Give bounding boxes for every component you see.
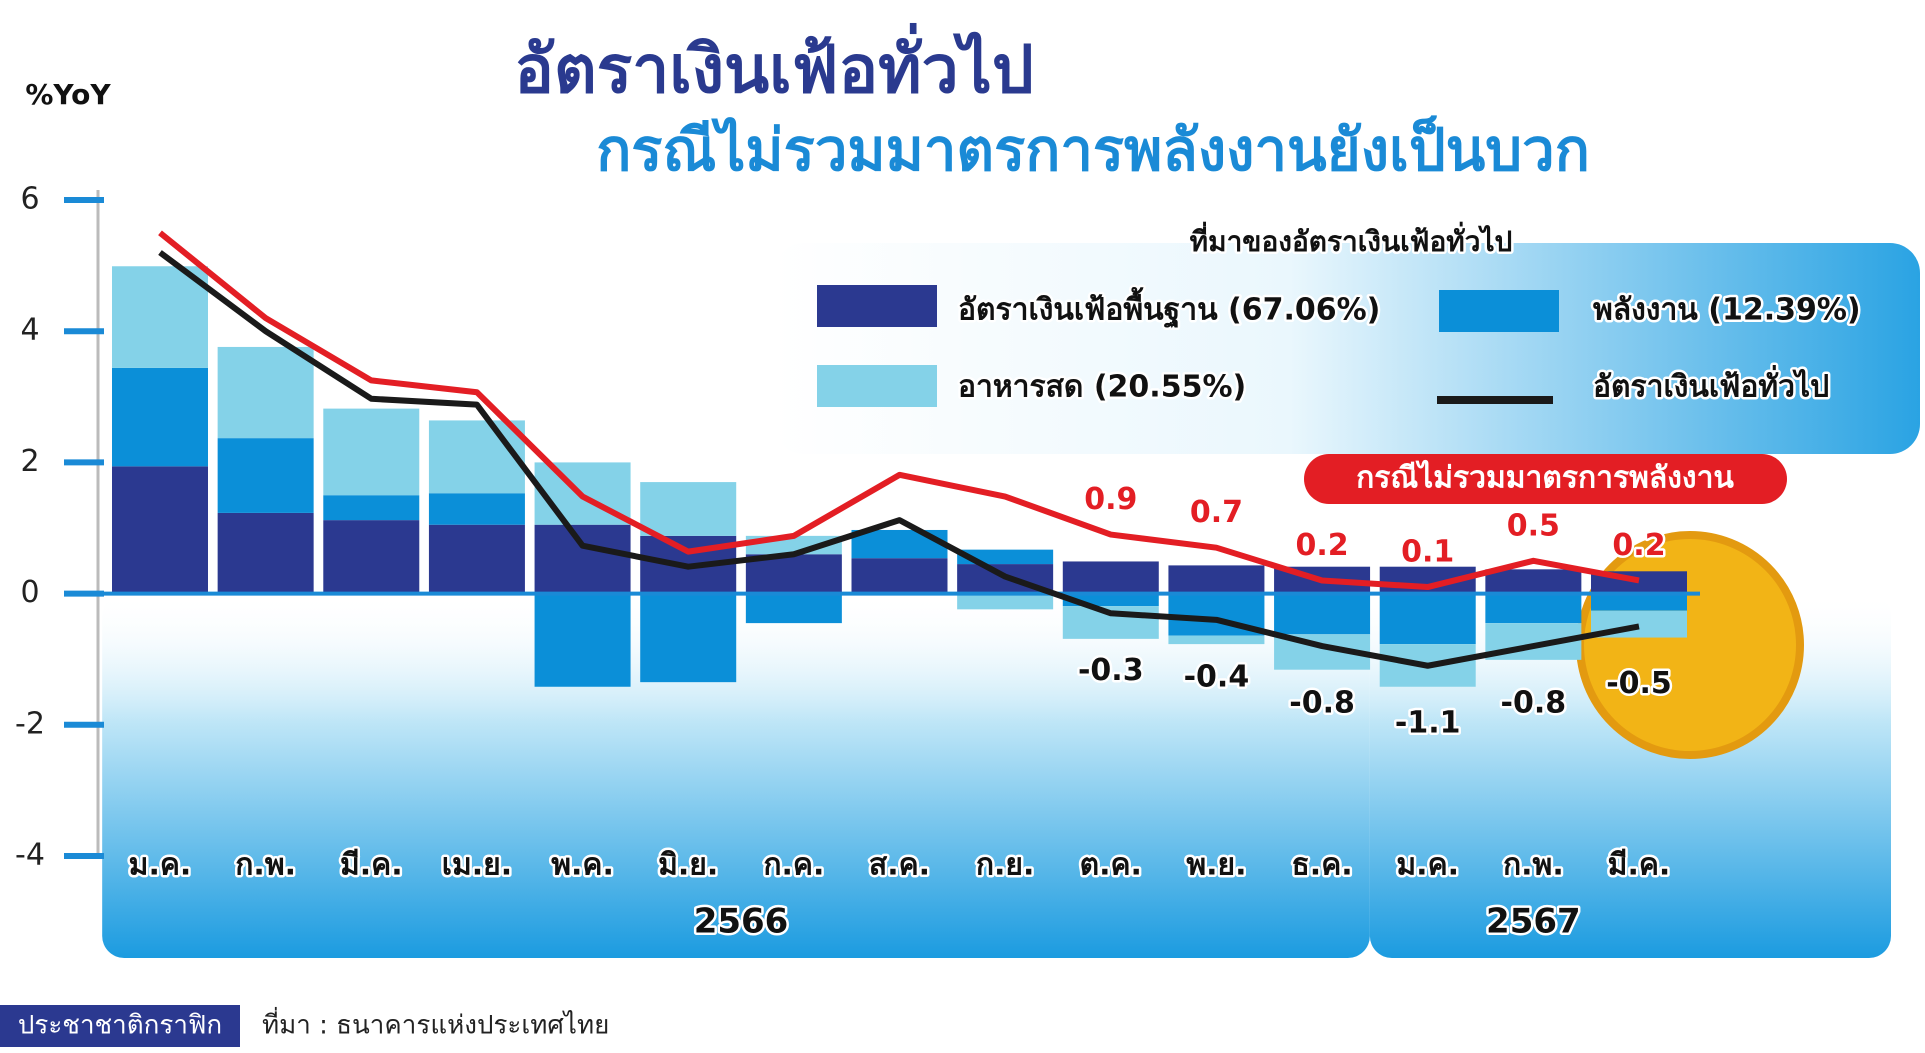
bar-segment — [851, 529, 948, 559]
legend-pill — [1304, 454, 1787, 504]
bar-segment — [217, 346, 314, 439]
brand: ประชาชาติกราฟิก — [18, 1011, 222, 1041]
bar-segment — [851, 558, 948, 594]
x-tick-label: ก.ย. — [976, 848, 1035, 883]
x-tick-label: ต.ค. — [1080, 848, 1142, 883]
data-label: 0.5 — [1507, 508, 1560, 543]
year-label: 2567 — [1486, 902, 1581, 942]
bar-segment — [745, 593, 842, 624]
x-tick-label: เม.ย. — [442, 848, 512, 883]
legend-label: อาหารสด (20.55%) — [958, 370, 1246, 405]
legend-label: กรณีไม่รวมมาตรการพลังงาน — [1356, 460, 1734, 496]
y-tick-label: -4 — [15, 838, 45, 873]
bar-segment — [1591, 593, 1687, 611]
legend-title: ที่มาของอัตราเงินเฟ้อทั่วไป — [1190, 221, 1513, 258]
x-tick-label: ก.ค. — [763, 848, 824, 883]
year-panel — [102, 593, 1370, 958]
data-label: 0.7 — [1190, 495, 1243, 530]
legend-label: พลังงาน (12.39%) — [1593, 293, 1861, 328]
y-tick-label: -2 — [15, 706, 45, 741]
bar-segment — [1062, 561, 1159, 594]
x-tick-label: ธ.ค. — [1291, 848, 1352, 883]
legend-swatch — [1439, 290, 1559, 332]
chart-title: อัตราเงินเฟ้อทั่วไป — [514, 22, 1034, 108]
bar-segment — [112, 367, 208, 467]
coin-decoration — [1576, 531, 1804, 759]
data-label: 0.2 — [1612, 528, 1665, 563]
legend-box — [774, 243, 1920, 454]
y-axis-label: %YoY — [25, 78, 111, 111]
bar-segment — [1485, 569, 1582, 594]
bar-segment — [1274, 593, 1371, 635]
y-tick-label: 0 — [20, 575, 39, 610]
bar-segment — [217, 438, 314, 513]
year-label: 2566 — [694, 902, 789, 942]
x-tick-label: ก.พ. — [1503, 848, 1564, 883]
bar-segment — [1379, 593, 1476, 645]
data-label: -0.8 — [1289, 686, 1355, 721]
bar-segment — [534, 524, 631, 594]
x-tick-label: มิ.ย. — [658, 848, 718, 883]
data-label: -0.5 — [1606, 666, 1672, 701]
bar-segment — [1168, 635, 1265, 645]
legend-label: อัตราเงินเฟ้อทั่วไป — [1593, 365, 1829, 405]
y-tick-label: 6 — [20, 182, 39, 217]
y-tick-label: 2 — [20, 444, 39, 479]
data-label: 0.1 — [1401, 535, 1454, 570]
data-label: 0.2 — [1295, 528, 1348, 563]
bar-segment — [323, 495, 420, 521]
brand-box — [0, 1005, 240, 1047]
bar-segment — [534, 593, 631, 687]
bar-segment — [957, 593, 1054, 610]
bar-segment — [428, 420, 525, 494]
bar-segment — [428, 493, 525, 525]
x-tick-label: ม.ค. — [1396, 848, 1459, 883]
bar-segment — [112, 466, 208, 594]
x-tick-label: ส.ค. — [869, 848, 930, 883]
y-tick-label: 4 — [20, 313, 39, 348]
chart-subtitle: กรณีไม่รวมมาตรการพลังงานยังเป็นบวก — [596, 115, 1590, 184]
data-label: -0.8 — [1501, 686, 1567, 721]
x-tick-label: ม.ค. — [129, 848, 192, 883]
bar-segment — [428, 524, 525, 594]
bar-segment — [1168, 565, 1265, 594]
data-label: 0.9 — [1084, 482, 1137, 517]
bar-segment — [640, 482, 737, 536]
legend-swatch — [817, 285, 937, 327]
line — [158, 230, 1640, 591]
legend-label: อัตราเงินเฟ้อพื้นฐาน (67.06%) — [958, 287, 1380, 330]
x-tick-label: พ.ย. — [1186, 848, 1246, 883]
line — [158, 250, 1640, 669]
x-tick-label: มี.ค. — [340, 848, 403, 883]
bar-segment — [112, 266, 208, 368]
source: ที่มา : ธนาคารแห่งประเทศไทย — [262, 1007, 609, 1041]
legend-swatch — [817, 365, 937, 407]
x-tick-label: พ.ค. — [551, 848, 614, 883]
data-label: -1.1 — [1395, 705, 1461, 740]
bar-segment — [1485, 593, 1582, 624]
bar-segment — [217, 512, 314, 594]
bar-segment — [323, 408, 420, 496]
data-label: -0.4 — [1184, 659, 1250, 694]
data-label: -0.3 — [1078, 653, 1144, 688]
x-tick-label: ก.พ. — [235, 848, 296, 883]
bar-segment — [323, 520, 420, 594]
x-tick-label: มี.ค. — [1608, 848, 1671, 883]
bar-segment — [640, 593, 737, 683]
plot: 2566 2567 -4 -2 0 2 4 6 ม.ค. ก.พ. มี.ค. เม.ย. พ.ค. มิ… — [15, 182, 1863, 945]
